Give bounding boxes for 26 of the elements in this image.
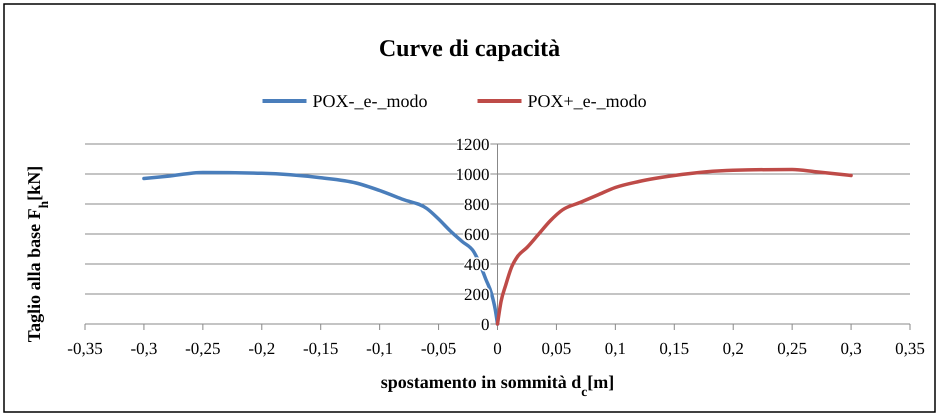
x-tick-label: 0,2 bbox=[722, 339, 744, 358]
x-tick-label: 0,15 bbox=[659, 339, 690, 358]
x-tick-label: -0,2 bbox=[248, 339, 276, 358]
y-tick-label: 800 bbox=[464, 195, 490, 214]
legend-label: POX+_e-_modo bbox=[528, 91, 647, 111]
x-tick-label: 0,3 bbox=[840, 339, 862, 358]
x-tick-label: -0,05 bbox=[420, 339, 456, 358]
y-tick-label: 200 bbox=[464, 285, 490, 304]
x-tick-label: 0,35 bbox=[895, 339, 925, 358]
y-tick-label: 600 bbox=[464, 225, 490, 244]
x-tick-label: -0,3 bbox=[130, 339, 158, 358]
y-tick-label: 1000 bbox=[456, 165, 490, 184]
y-tick-label: 1200 bbox=[456, 135, 490, 154]
x-axis-title: spostamento in sommità d$_{c}$[m] bbox=[380, 372, 614, 398]
x-tick-label: 0 bbox=[493, 339, 502, 358]
x-tick-label: 0,25 bbox=[777, 339, 808, 358]
legend-label: POX-_e-_modo bbox=[312, 91, 428, 111]
x-tick-label: 0,1 bbox=[604, 339, 626, 358]
x-tick-label: -0,25 bbox=[185, 339, 221, 358]
y-tick-label: 0 bbox=[481, 315, 490, 334]
x-tick-label: 0,05 bbox=[542, 339, 572, 358]
x-tick-label: -0,35 bbox=[67, 339, 103, 358]
line-series bbox=[496, 168, 853, 326]
x-tick-label: -0,15 bbox=[303, 339, 338, 358]
x-tick-label: -0,1 bbox=[366, 339, 394, 358]
chart-title: Curve di capacità bbox=[378, 36, 560, 62]
